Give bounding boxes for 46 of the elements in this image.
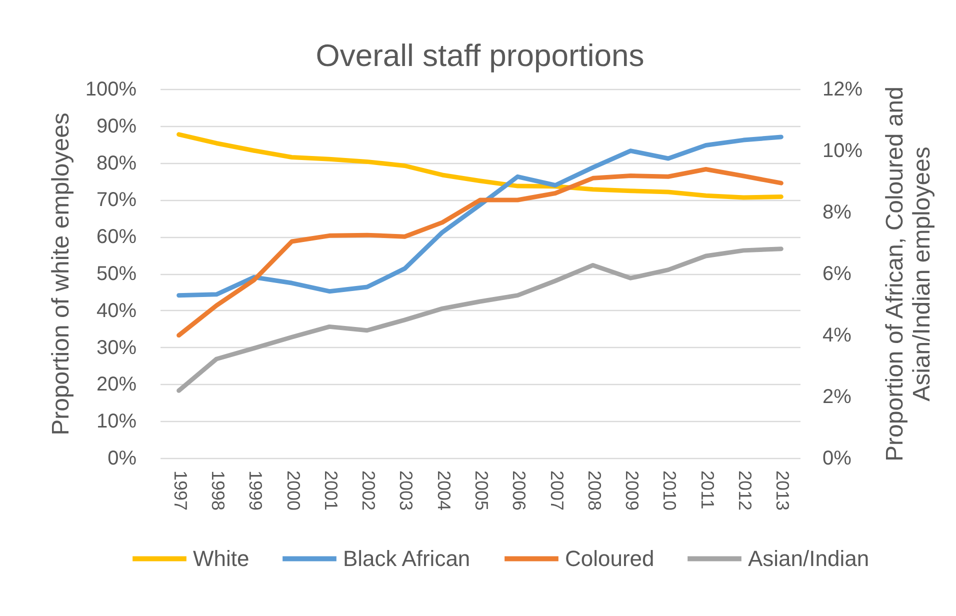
legend-label: Coloured: [565, 546, 654, 571]
y-tick-label: 10%: [96, 410, 137, 433]
y-tick-label: 70%: [96, 189, 137, 212]
y2-tick-label: 10%: [822, 140, 863, 162]
x-tick-label: 2009: [622, 470, 642, 511]
x-tick-label: 2006: [509, 470, 530, 511]
y-tick-label: 100%: [85, 78, 137, 100]
legend-label: Black African: [343, 546, 470, 571]
y-tick-label: 40%: [96, 300, 137, 322]
y2-tick-label: 12%: [822, 78, 863, 100]
x-tick-label: 1999: [246, 470, 266, 511]
y-tick-label: 20%: [96, 374, 137, 396]
y-tick-label: 90%: [96, 115, 137, 138]
legend-label: White: [193, 546, 250, 571]
x-tick-label: 2007: [546, 470, 567, 511]
legend-label: Asian/Indian: [748, 546, 870, 571]
y2-axis-title: Proportion of African, Coloured and Asian/Indian employees: [882, 86, 936, 462]
x-tick-label: 1998: [208, 470, 228, 511]
y-tick-label: 60%: [96, 226, 137, 248]
y2-tick-label: 2%: [822, 386, 852, 408]
x-tick-label: 2011: [697, 470, 718, 510]
line-series: [176, 167, 784, 338]
y-tick-label: 0%: [108, 448, 137, 470]
line-series: [176, 246, 784, 393]
y-tick-label: 30%: [96, 336, 137, 359]
x-tick-label: 2008: [584, 470, 604, 511]
chart-title: Overall staff proportions: [316, 38, 644, 73]
x-tick-label: 2001: [320, 470, 341, 511]
x-tick-label: 2005: [472, 470, 492, 511]
y2-tick-label: 8%: [822, 202, 852, 224]
y-tick-label: 50%: [96, 263, 137, 285]
x-tick-label: 1997: [170, 470, 190, 511]
x-tick-label: 2012: [735, 470, 756, 511]
x-tick-label: 2013: [772, 470, 793, 511]
y-axis-title: Proportion of white employees: [47, 112, 74, 436]
y2-tick-label: 4%: [822, 324, 852, 346]
y2-tick-label: 0%: [822, 448, 852, 470]
line-series: [176, 132, 784, 200]
x-tick-label: 2003: [396, 470, 416, 511]
x-tick-label: 2002: [358, 470, 379, 511]
y-tick-label: 80%: [96, 152, 137, 174]
x-tick-label: 2004: [434, 470, 454, 511]
x-tick-label: 2010: [660, 470, 680, 511]
line-series: [176, 134, 784, 298]
x-tick-label: 2000: [283, 470, 304, 511]
y2-tick-label: 6%: [822, 263, 852, 285]
